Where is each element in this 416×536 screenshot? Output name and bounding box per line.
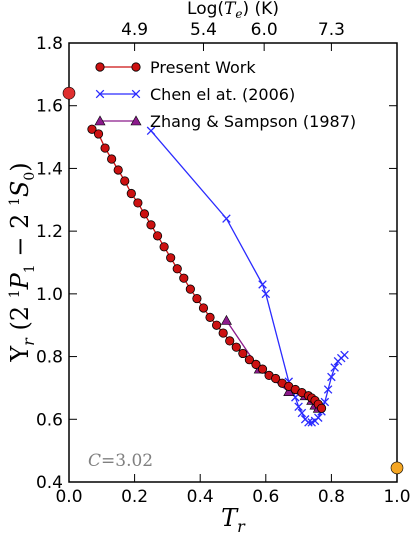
data-point	[133, 198, 143, 208]
x-axis-title: Tr	[221, 504, 246, 536]
legend-entry: Chen el at. (2006)	[95, 85, 295, 104]
y-tick-label: 0.6	[36, 410, 63, 430]
data-point	[271, 373, 281, 384]
data-point	[304, 418, 313, 427]
series-1	[146, 126, 349, 427]
top-tick-label: 4.9	[121, 20, 148, 40]
series-layer	[87, 124, 349, 427]
data-point	[220, 314, 232, 325]
data-point	[238, 348, 248, 359]
data-point	[198, 303, 209, 313]
data-point	[205, 312, 215, 322]
y-tick-label: 1.0	[36, 285, 63, 305]
legend-marker	[95, 62, 105, 72]
x-tick-label: 0.6	[252, 487, 279, 507]
data-point	[316, 403, 327, 413]
data-point	[261, 289, 271, 299]
y-axis-ticks: 0.4 0.6 0.8 1.0 1.2 1.4 1.6 1.8	[36, 34, 397, 493]
data-point	[251, 359, 261, 370]
data-point	[340, 350, 349, 360]
legend-label: Zhang & Sampson (1987)	[150, 112, 356, 131]
data-point	[297, 408, 307, 418]
x-tick-label: 0.4	[187, 487, 214, 507]
legend: Present Work Chen el at. (2006) Zhang & Sa…	[94, 58, 356, 131]
data-point	[179, 273, 189, 283]
legend-entry: Present Work	[95, 58, 256, 77]
data-point	[100, 143, 110, 153]
y-tick-label: 1.6	[36, 97, 63, 117]
edge-markers	[62, 86, 404, 475]
x-tick-label: 0.0	[55, 487, 82, 507]
data-point	[244, 355, 254, 365]
x-tick-label: 1.0	[383, 487, 410, 507]
data-point	[212, 320, 222, 330]
data-point	[146, 126, 156, 136]
plot-frame	[68, 42, 398, 483]
data-point	[107, 154, 117, 164]
data-point	[225, 336, 235, 346]
data-point	[330, 363, 339, 372]
data-point	[231, 342, 241, 352]
data-point	[166, 253, 176, 263]
y-tick-label: 1.2	[36, 222, 63, 242]
data-point	[294, 402, 303, 412]
y-tick-label: 1.8	[36, 34, 63, 54]
top-tick-label: 5.4	[190, 20, 217, 40]
annotation-c: C=3.02	[88, 451, 153, 471]
data-point	[257, 364, 268, 374]
data-point	[146, 220, 156, 230]
data-point	[139, 209, 150, 219]
series-line	[91, 128, 323, 409]
data-point	[113, 165, 123, 175]
data-point	[87, 124, 97, 134]
data-point	[126, 188, 136, 199]
data-point	[222, 214, 231, 223]
legend-label: Chen el at. (2006)	[150, 85, 295, 104]
data-point	[120, 176, 130, 186]
data-point	[323, 385, 333, 394]
x-tick-label: 0.8	[318, 487, 345, 507]
data-point	[152, 231, 163, 241]
legend-marker	[131, 62, 141, 72]
edge-marker	[390, 461, 404, 475]
y-tick-label: 1.4	[36, 159, 63, 179]
top-axis-title: Log(Te) (K)	[187, 0, 279, 21]
x-axis-ticks: 0.0 0.2 0.4 0.6 0.8 1.0	[55, 474, 411, 507]
data-point	[327, 372, 336, 382]
data-point	[159, 242, 169, 252]
top-axis-ticks: 4.9 5.4 6.0 7.3	[121, 20, 345, 51]
edge-marker	[62, 86, 76, 100]
data-point	[258, 280, 267, 289]
data-point	[93, 129, 104, 139]
top-tick-label: 6.0	[251, 20, 278, 40]
x-tick-label: 0.2	[121, 487, 148, 507]
top-tick-label: 7.3	[318, 20, 345, 40]
legend-marker	[94, 115, 106, 126]
svg-text:Υr (2 1P1 − 2 1S0): Υr (2 1P1 − 2 1S0)	[6, 162, 38, 362]
data-point	[218, 328, 228, 338]
legend-label: Present Work	[150, 58, 256, 77]
y-axis-title: Υr (2 1P1 − 2 1S0)	[6, 162, 38, 362]
legend-entry: Zhang & Sampson (1987)	[94, 112, 356, 131]
legend-marker	[130, 115, 142, 126]
legend-marker	[95, 89, 105, 99]
data-point	[192, 293, 202, 304]
series-0	[87, 124, 327, 413]
data-point	[172, 264, 182, 274]
data-point	[185, 284, 195, 294]
legend-marker	[131, 89, 141, 99]
y-tick-label: 0.8	[36, 348, 63, 368]
data-point	[314, 413, 323, 422]
y-tick-label: 0.4	[36, 473, 63, 493]
